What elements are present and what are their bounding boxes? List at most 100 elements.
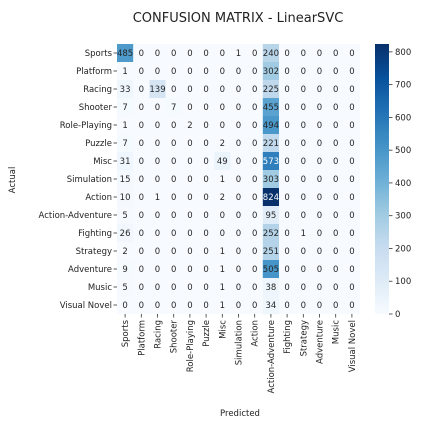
colorbar-tick-labels: 0 100 200 300 400 500 600 700 800 <box>389 48 411 320</box>
cell-value-label: 0 <box>252 211 257 221</box>
cell-value-label: 0 <box>252 283 257 293</box>
cell-value-label: 0 <box>155 301 160 311</box>
cell-value-label: 139 <box>149 85 165 95</box>
cell-value-label: 0 <box>155 49 160 59</box>
heatmap-cell <box>230 62 247 81</box>
heatmap-cell <box>295 278 312 297</box>
heatmap-cell <box>149 296 166 315</box>
cell-value-label: 0 <box>155 67 160 77</box>
heatmap-cell <box>165 296 183 315</box>
heatmap-cell <box>327 152 345 171</box>
cell-value-label: 0 <box>187 211 192 221</box>
cell-value-label: 0 <box>139 211 144 221</box>
cell-value-label: 0 <box>284 175 289 185</box>
heatmap-cell <box>214 98 231 117</box>
y-tick-label: Sports <box>85 49 113 59</box>
cell-value-label: 0 <box>252 85 257 95</box>
heatmap-cell <box>214 188 231 207</box>
heatmap-cell <box>198 296 215 315</box>
cell-value-label: 33 <box>120 85 131 95</box>
x-tick-label: Misc <box>218 320 228 339</box>
cell-value-label: 0 <box>220 49 225 59</box>
heatmap-cell <box>327 296 345 315</box>
cell-value-label: 0 <box>236 85 241 95</box>
cell-value-label: 0 <box>220 121 225 131</box>
heatmap-cell <box>246 170 264 189</box>
heatmap-cell <box>230 206 247 225</box>
cell-value-label: 0 <box>171 139 176 149</box>
cell-value-label: 0 <box>301 247 306 257</box>
heatmap-cell <box>165 44 183 63</box>
heatmap-cell <box>181 80 199 99</box>
heatmap-cell <box>165 80 183 99</box>
cell-value-label: 0 <box>171 301 176 311</box>
y-tick-label: Shooter <box>79 103 113 113</box>
cell-value-label: 0 <box>171 193 176 203</box>
heatmap-cell <box>327 170 345 189</box>
cell-value-label: 34 <box>265 301 276 311</box>
chart-title: CONFUSION MATRIX - LinearSVC <box>133 11 344 26</box>
heatmap-cell <box>311 98 328 117</box>
heatmap-cell <box>165 116 183 135</box>
heatmap-cell <box>230 170 247 189</box>
heatmap-cell <box>279 170 296 189</box>
cell-value-label: 0 <box>139 229 144 239</box>
heatmap-cell <box>181 44 199 63</box>
cell-value-label: 0 <box>333 49 338 59</box>
cell-value-label: 0 <box>284 211 289 221</box>
cell-value-label: 7 <box>122 103 127 113</box>
colorbar-tick-label: 600 <box>395 113 411 123</box>
heatmap-cell <box>133 296 150 315</box>
heatmap-cell <box>343 278 361 297</box>
heatmap-cell <box>262 170 280 189</box>
x-tick-label: Strategy <box>299 320 309 356</box>
heatmap-cell <box>295 80 312 99</box>
cell-value-label: 0 <box>317 157 322 167</box>
cell-value-label: 0 <box>236 157 241 167</box>
heatmap-cell <box>295 188 312 207</box>
cell-value-label: 0 <box>171 49 176 59</box>
x-tick-label: Simulation <box>235 320 245 365</box>
heatmap-cell <box>198 170 215 189</box>
cell-value-label: 0 <box>317 301 322 311</box>
cell-value-label: 0 <box>301 211 306 221</box>
x-tick-label: Action-Adventure <box>267 320 277 393</box>
heatmap-cell <box>133 224 150 243</box>
heatmap-cell <box>117 260 134 279</box>
cell-value-label: 0 <box>284 229 289 239</box>
cell-value-label: 2 <box>220 139 225 149</box>
cell-value-label: 0 <box>155 157 160 167</box>
cell-value-label: 0 <box>333 139 338 149</box>
heatmap-cell <box>181 206 199 225</box>
cell-value-label: 0 <box>139 265 144 275</box>
cell-value-label: 0 <box>236 175 241 185</box>
heatmap-cell <box>165 278 183 297</box>
cell-value-label: 0 <box>284 67 289 77</box>
heatmap-cell <box>343 98 361 117</box>
cell-value-label: 0 <box>301 265 306 275</box>
y-tick-label: Platform <box>76 67 112 77</box>
cell-value-label: 0 <box>155 175 160 185</box>
heatmap-cell <box>181 224 199 243</box>
cell-value-label: 0 <box>301 283 306 293</box>
cell-value-label: 0 <box>301 301 306 311</box>
cell-value-label: 0 <box>155 121 160 131</box>
heatmap-cell <box>198 242 215 261</box>
heatmap-cell <box>117 116 134 135</box>
cell-value-label: 0 <box>187 103 192 113</box>
cell-value-label: 485 <box>117 49 133 59</box>
cell-value-label: 0 <box>301 139 306 149</box>
y-tick-label: Racing <box>83 85 112 95</box>
heatmap-cell <box>117 206 134 225</box>
y-tick-labels: Sports Platform Racing Shooter Role-Playing P… <box>39 49 117 311</box>
heatmap-cell <box>149 242 166 261</box>
cell-value-label: 0 <box>171 265 176 275</box>
x-tick-label: Action <box>251 320 261 347</box>
heatmap-cell <box>246 296 264 315</box>
cell-value-label: 0 <box>284 157 289 167</box>
x-tick-labels: Sports Platform Racing Shooter Role-Playing P… <box>121 314 358 393</box>
cell-value-label: 0 <box>333 121 338 131</box>
heatmap-cell <box>214 278 231 297</box>
heatmap-cell <box>262 62 280 81</box>
colorbar-tick-label: 700 <box>395 81 411 91</box>
